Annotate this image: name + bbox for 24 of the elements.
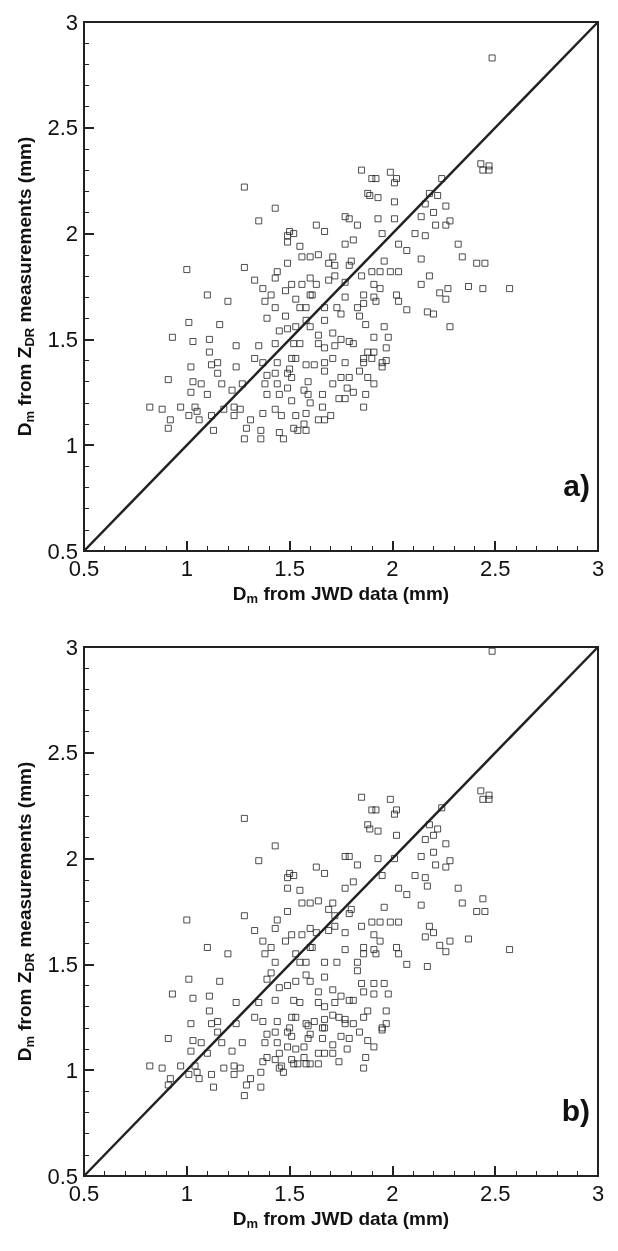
y-tick-label: 3 bbox=[65, 9, 78, 35]
y-axis-title: Dm from ZDR measurements (mm) bbox=[14, 761, 37, 1062]
x-tick-label: 1.5 bbox=[274, 1180, 305, 1206]
y-axis-title: Dm from ZDR measurements (mm) bbox=[14, 136, 37, 437]
x-tick-label: 1 bbox=[180, 555, 193, 581]
annotation: a) bbox=[563, 468, 591, 502]
y-tick-label: 2.5 bbox=[47, 115, 78, 141]
x-tick-label: 2 bbox=[386, 1180, 399, 1206]
x-tick-label: 2.5 bbox=[479, 1180, 511, 1206]
x-tick-label: 2 bbox=[386, 555, 399, 581]
y-tick-label: 2 bbox=[65, 221, 78, 247]
y-tick-label: 1.5 bbox=[47, 951, 78, 977]
y-tick-label: 2.5 bbox=[47, 740, 78, 766]
y-tick-label: 1 bbox=[65, 432, 78, 458]
y-tick-label: 2 bbox=[65, 846, 78, 872]
y-tick-label: 1.5 bbox=[47, 326, 78, 352]
x-tick-label: 3 bbox=[591, 1180, 605, 1206]
annotation: b) bbox=[561, 1093, 591, 1127]
y-tick-label: 1 bbox=[65, 1057, 78, 1083]
x-tick-label: 1 bbox=[180, 1180, 193, 1206]
x-tick-label: 3 bbox=[591, 555, 605, 581]
x-tick-label: 1.5 bbox=[274, 555, 305, 581]
x-tick-label: 2.5 bbox=[479, 555, 511, 581]
y-tick-label: 3 bbox=[65, 634, 78, 660]
